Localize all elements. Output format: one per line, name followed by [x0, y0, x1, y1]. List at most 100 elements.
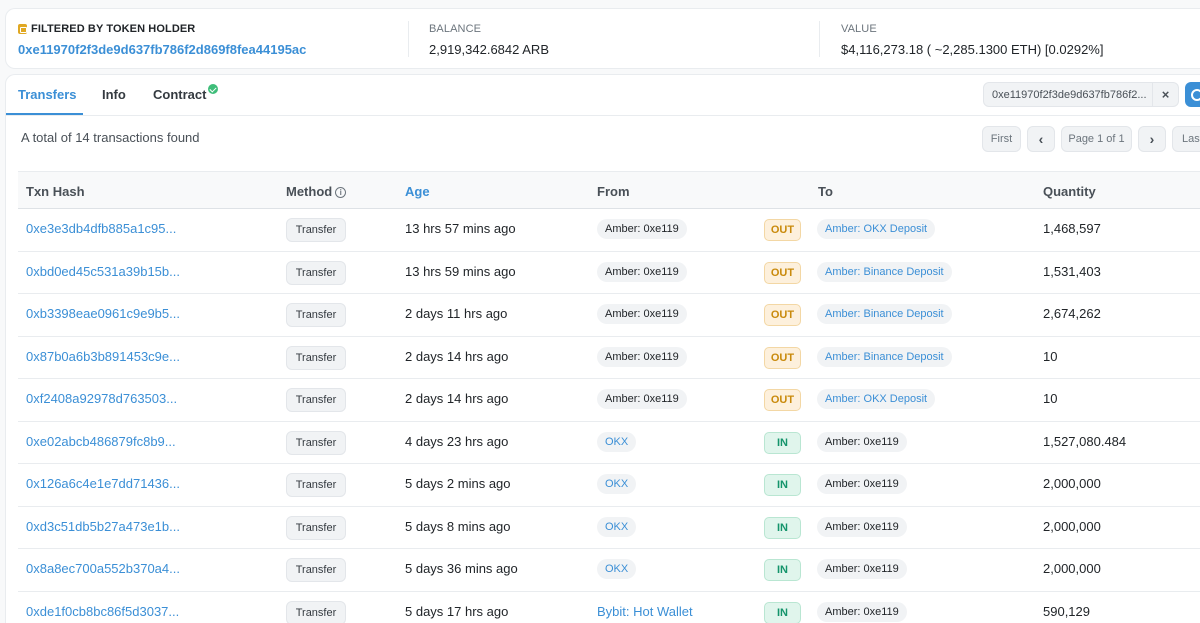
txn-hash-link[interactable]: 0xf2408a92978d763503...: [26, 391, 178, 406]
header-age[interactable]: Age: [405, 184, 430, 199]
txn-hash-link[interactable]: 0xb3398eae0961c9e9b5...: [26, 306, 180, 321]
from-address[interactable]: Amber: 0xe119: [597, 261, 687, 282]
pagination-first-button[interactable]: First: [982, 126, 1021, 152]
from-address[interactable]: Amber: 0xe119: [597, 389, 687, 409]
header-method: Method i: [286, 184, 347, 200]
table-row: 0xde1f0cb8bc86f5d3037... Transfer 5 days…: [18, 592, 1200, 623]
pagination-next-button[interactable]: ›: [1138, 126, 1166, 152]
active-tab-indicator: [6, 113, 83, 115]
from-address-link[interactable]: OKX: [597, 516, 637, 537]
divider: [408, 21, 409, 57]
txn-hash-link[interactable]: 0x8a8ec700a552b370a4...: [26, 561, 180, 576]
method-badge: Transfer: [286, 345, 346, 370]
direction-badge: OUT: [764, 219, 801, 241]
table-row: 0xd3c51db5b27a473e1b... Transfer 5 days …: [18, 507, 1200, 549]
method-badge: Transfer: [286, 260, 346, 285]
to-address[interactable]: Amber: OKX Deposit: [817, 389, 936, 409]
txn-age: 2 days 11 hrs ago: [405, 306, 508, 321]
quantity-value: 10: [1043, 391, 1058, 406]
tab-transfers[interactable]: Transfers: [18, 87, 77, 102]
to-address[interactable]: Amber: Binance Deposit: [817, 304, 952, 324]
table-row: 0x87b0a6b3b891453c9e... Transfer 2 days …: [18, 337, 1200, 379]
direction-badge: OUT: [764, 389, 801, 411]
clear-filter-button[interactable]: ×: [1153, 82, 1179, 107]
balance-section: BALANCE 2,919,342.6842 ARB: [429, 22, 549, 58]
table-row: 0x8a8ec700a552b370a4... Transfer 5 days …: [18, 549, 1200, 592]
table-row: 0xe3e3db4dfb885a1c95... Transfer 13 hrs …: [18, 209, 1200, 252]
table-row: 0xe02abcb486879fc8b9... Transfer 4 days …: [18, 422, 1200, 464]
from-address[interactable]: Amber: 0xe119: [597, 219, 687, 239]
transfers-table-body: 0xe3e3db4dfb885a1c95... Transfer 13 hrs …: [18, 209, 1200, 623]
txn-age: 5 days 17 hrs ago: [405, 603, 509, 619]
quantity-value: 1,468,597: [1043, 221, 1101, 236]
header-to: To: [818, 184, 833, 199]
from-address-link[interactable]: OKX: [597, 559, 637, 579]
txn-hash-link[interactable]: 0xe02abcb486879fc8b9...: [26, 433, 176, 449]
quantity-value: 590,129: [1043, 603, 1090, 619]
filter-address-link[interactable]: 0xe11970f2f3de9d637fb786f2d869f8fea44195…: [18, 42, 307, 57]
filter-label: FILTERED BY TOKEN HOLDER: [31, 23, 196, 35]
direction-badge: IN: [764, 516, 801, 539]
pagination-prev-button[interactable]: ‹: [1027, 126, 1055, 152]
quantity-value: 2,000,000: [1043, 561, 1101, 576]
value-label: VALUE: [841, 23, 877, 35]
token-holder-summary: FILTERED BY TOKEN HOLDER 0xe11970f2f3de9…: [5, 8, 1200, 69]
method-badge: Transfer: [286, 515, 346, 540]
quantity-value: 1,531,403: [1043, 263, 1101, 279]
txn-age: 5 days 36 mins ago: [405, 561, 518, 576]
txn-hash-link[interactable]: 0xbd0ed45c531a39b15b...: [26, 263, 180, 279]
txn-hash-link[interactable]: 0xde1f0cb8bc86f5d3037...: [26, 603, 180, 619]
direction-badge: IN: [764, 601, 801, 623]
method-badge: Transfer: [286, 218, 346, 242]
to-address[interactable]: Amber: 0xe119: [817, 474, 907, 494]
method-badge: Transfer: [286, 473, 346, 497]
txn-age: 13 hrs 57 mins ago: [405, 221, 516, 236]
method-badge: Transfer: [286, 303, 346, 327]
txn-age: 2 days 14 hrs ago: [405, 348, 509, 364]
header-from: From: [597, 184, 630, 199]
direction-badge: OUT: [764, 304, 801, 326]
tab-bar: Transfers Info Contract 0xe11970f2f3de9d…: [6, 75, 1200, 116]
direction-badge: IN: [764, 559, 801, 581]
results-count: A total of 14 transactions found: [21, 130, 200, 145]
header-quantity: Quantity: [1043, 184, 1096, 199]
txn-hash-link[interactable]: 0xe3e3db4dfb885a1c95...: [26, 221, 177, 236]
table-row: 0xbd0ed45c531a39b15b... Transfer 13 hrs …: [18, 252, 1200, 294]
to-address[interactable]: Amber: 0xe119: [817, 559, 907, 579]
from-address-link[interactable]: OKX: [597, 431, 637, 452]
pagination-last-button[interactable]: Last: [1172, 126, 1200, 152]
direction-badge: IN: [764, 474, 801, 496]
to-address[interactable]: Amber: 0xe119: [817, 601, 907, 622]
method-badge: Transfer: [286, 430, 346, 455]
from-address-link[interactable]: Bybit: Hot Wallet: [597, 603, 693, 619]
filter-section: FILTERED BY TOKEN HOLDER 0xe11970f2f3de9…: [18, 22, 306, 58]
to-address[interactable]: Amber: 0xe119: [817, 431, 907, 452]
to-address[interactable]: Amber: OKX Deposit: [817, 219, 936, 239]
txn-hash-link[interactable]: 0x126a6c4e1e7dd71436...: [26, 476, 180, 491]
search-button[interactable]: [1185, 82, 1200, 107]
table-row: 0x126a6c4e1e7dd71436... Transfer 5 days …: [18, 464, 1200, 507]
txn-age: 2 days 14 hrs ago: [405, 391, 509, 406]
to-address[interactable]: Amber: Binance Deposit: [817, 346, 952, 367]
from-address[interactable]: Amber: 0xe119: [597, 304, 687, 324]
address-filter-input[interactable]: 0xe11970f2f3de9d637fb786f2...: [983, 82, 1153, 107]
lock-icon: [18, 24, 27, 34]
balance-value: 2,919,342.6842 ARB: [429, 42, 549, 57]
quantity-value: 10: [1043, 348, 1058, 364]
from-address[interactable]: Amber: 0xe119: [597, 346, 687, 367]
tab-info[interactable]: Info: [102, 87, 126, 102]
method-badge: Transfer: [286, 388, 346, 412]
txn-hash-link[interactable]: 0xd3c51db5b27a473e1b...: [26, 518, 180, 534]
value-value: $4,116,273.18 ( ~2,285.1300 ETH) [0.0292…: [841, 42, 1104, 57]
quantity-value: 1,527,080.484: [1043, 433, 1127, 449]
balance-label: BALANCE: [429, 23, 482, 35]
from-address-link[interactable]: OKX: [597, 474, 637, 494]
direction-badge: OUT: [764, 261, 801, 284]
verified-check-icon: [208, 84, 218, 94]
to-address[interactable]: Amber: Binance Deposit: [817, 261, 952, 282]
to-address[interactable]: Amber: 0xe119: [817, 516, 907, 537]
info-icon[interactable]: i: [335, 187, 347, 198]
tab-contract[interactable]: Contract: [153, 87, 207, 102]
quantity-value: 2,000,000: [1043, 518, 1101, 534]
txn-hash-link[interactable]: 0x87b0a6b3b891453c9e...: [26, 348, 180, 364]
